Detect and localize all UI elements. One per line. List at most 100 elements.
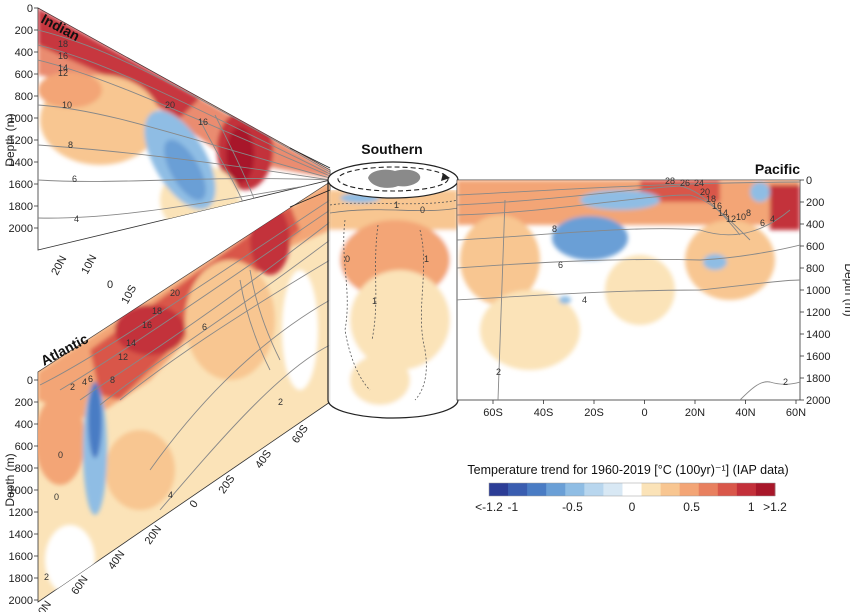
lat-tick: 20N <box>49 254 69 278</box>
contour-label: 6 <box>202 322 207 332</box>
contour-label: 28 <box>665 176 675 186</box>
pacific-cold-right <box>750 182 770 202</box>
contour-label: 20 <box>700 187 710 197</box>
lat-tick: 0 <box>187 498 200 510</box>
atlantic-cold-core <box>88 382 102 458</box>
southern-warm-patch3 <box>350 355 410 405</box>
contour-label: 16 <box>142 320 152 330</box>
depth-tick-label: 0 <box>806 175 812 187</box>
pacific-warm-right <box>685 220 775 300</box>
indian-cold-core2 <box>164 139 206 201</box>
connector-lines <box>289 147 331 208</box>
contour-label: 14 <box>126 338 136 348</box>
contour-label: 1 <box>372 296 377 306</box>
lat-tick: 0 <box>641 407 647 419</box>
colorbar-swatch <box>679 483 700 496</box>
depth-tick-label: 400 <box>15 419 33 431</box>
depth-tick-label: 800 <box>15 91 33 103</box>
colorbar-swatch <box>660 483 681 496</box>
colorbar-tick-label: 0.5 <box>683 500 700 514</box>
southern-arrow-head <box>441 173 450 181</box>
depth-tick-label: 1600 <box>806 351 830 363</box>
pacific-panel: 28 26 24 20 18 16 14 12 10 8 6 4 8 6 4 2… <box>456 161 850 419</box>
atlantic-warm-low <box>105 430 175 510</box>
lat-tick: 10S <box>119 283 139 306</box>
contour-label: 4 <box>74 214 79 224</box>
atlantic-contour-labels: 6 4 2 8 12 14 16 18 20 6 4 2 0 0 2 <box>44 288 283 582</box>
depth-tick-label: 800 <box>15 463 33 475</box>
depth-tick-label: 1600 <box>9 179 33 191</box>
lat-tick: 60S <box>483 407 503 419</box>
southern-contours <box>329 199 458 401</box>
lat-tick: 20N <box>685 407 705 419</box>
contour-label: 8 <box>552 224 557 234</box>
southern-circulation-arrow <box>337 166 449 192</box>
contour-label: 18 <box>706 194 716 204</box>
pacific-warm-left <box>460 215 540 305</box>
indian-contour-labels: 18 16 14 12 10 8 6 4 20 16 <box>58 39 208 224</box>
lat-tick: 60N <box>786 407 806 419</box>
contour-label: 6 <box>72 174 77 184</box>
pacific-cold-core <box>552 216 628 260</box>
colorbar-swatch <box>736 483 757 496</box>
contour-label: 2 <box>70 382 75 392</box>
lat-tick: 20S <box>584 407 604 419</box>
colorbar-tick-label: -1 <box>507 500 518 514</box>
depth-tick-label: 400 <box>15 47 33 59</box>
colorbar-swatch <box>641 483 661 496</box>
lat-tick: 40S <box>534 407 554 419</box>
depth-tick-label: 200 <box>15 25 33 37</box>
contour-label: 2 <box>44 572 49 582</box>
colorbar-title: Temperature trend for 1960-2019 [°C (100… <box>467 463 788 477</box>
depth-tick-label: 1800 <box>9 573 33 585</box>
pacific-warm-mid <box>480 290 580 370</box>
atlantic-ylabel: Depth (m) <box>3 453 17 506</box>
colorbar-tick-label: -0.5 <box>562 500 583 514</box>
contour-label: 14 <box>58 63 68 73</box>
depth-tick-label: 1000 <box>9 113 33 125</box>
pacific-warm-lower <box>605 255 675 325</box>
pacific-cold-small <box>703 254 727 270</box>
contour-label: 6 <box>88 374 93 384</box>
southern-warm-patch2 <box>350 270 450 370</box>
contour-label: 2 <box>783 377 788 387</box>
depth-tick-label: 1000 <box>806 285 830 297</box>
depth-tick-label: 800 <box>806 263 824 275</box>
pacific-ylabel: Depth (m) <box>842 263 850 316</box>
southern-panel: 0 1 0 1 1 Southern <box>327 141 459 419</box>
contour-label: 24 <box>694 178 704 188</box>
depth-tick-label: 1800 <box>9 201 33 213</box>
contour-label: 1 <box>424 254 429 264</box>
southern-solid-contours <box>329 207 458 214</box>
depth-tick-label: 0 <box>27 3 33 15</box>
depth-tick-label: 1400 <box>9 529 33 541</box>
depth-tick-label: 600 <box>806 241 824 253</box>
contour-label: 8 <box>68 140 73 150</box>
southern-contour-labels: 0 1 0 1 1 <box>345 200 429 306</box>
pacific-contours <box>457 181 800 400</box>
depth-tick-label: 1200 <box>9 135 33 147</box>
lat-tick: 0 <box>107 279 113 291</box>
contour-label: 18 <box>152 306 162 316</box>
contour-label: 4 <box>82 377 87 387</box>
southern-cylinder-outline <box>327 180 459 419</box>
atlantic-warm-left <box>38 395 85 485</box>
depth-tick-label: 1200 <box>806 307 830 319</box>
indian-lat-axis: 20N 10N 0 10S <box>49 253 139 306</box>
depth-tick-label: 600 <box>15 69 33 81</box>
contour-label: 0 <box>345 254 350 264</box>
colorbar-tick-label: >1.2 <box>763 500 787 514</box>
colorbar-swatch <box>622 483 642 496</box>
pacific-depth-axis: 0 200 400 600 800 1000 1200 1400 1600 1800 2000 <box>800 175 830 407</box>
depth-tick-label: 0 <box>27 375 33 387</box>
contour-label: 12 <box>118 352 128 362</box>
depth-tick-label: 2000 <box>9 595 33 607</box>
contour-label: 14 <box>718 208 728 218</box>
contour-label: 20 <box>170 288 180 298</box>
contour-label: 26 <box>680 178 690 188</box>
contour-label: 2 <box>496 367 501 377</box>
colorbar-tick-label: 0 <box>629 500 636 514</box>
indian-ylabel: Depth (m) <box>3 113 17 166</box>
depth-tick-label: 1600 <box>9 551 33 563</box>
